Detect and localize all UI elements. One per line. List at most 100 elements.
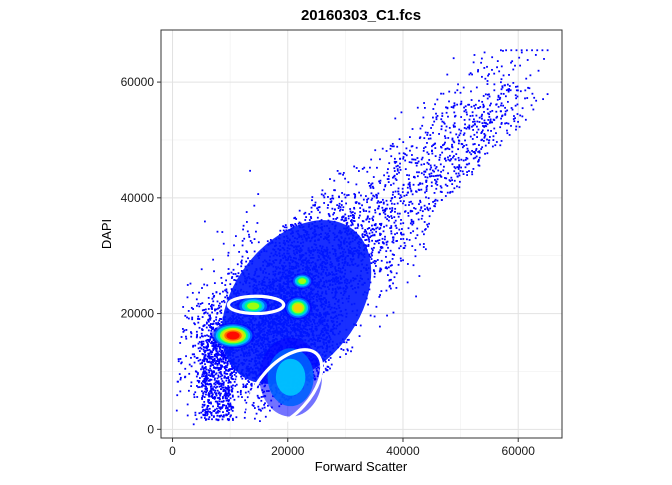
data-point xyxy=(441,187,443,189)
data-point xyxy=(506,110,508,112)
data-point xyxy=(405,210,407,212)
data-point xyxy=(517,104,519,106)
data-point xyxy=(192,346,194,348)
data-point xyxy=(423,147,425,149)
data-point xyxy=(474,54,476,56)
data-point xyxy=(269,410,271,412)
data-point xyxy=(241,378,243,380)
data-point xyxy=(403,184,405,186)
data-point xyxy=(179,342,181,344)
data-point xyxy=(512,109,514,111)
data-point xyxy=(458,143,460,145)
data-point xyxy=(238,251,240,253)
data-point xyxy=(207,319,209,321)
data-point xyxy=(478,107,480,109)
data-point xyxy=(213,270,215,272)
data-point xyxy=(387,168,389,170)
data-point xyxy=(486,152,488,154)
data-point xyxy=(427,162,429,164)
data-point xyxy=(435,155,437,157)
data-point xyxy=(531,104,533,106)
data-point xyxy=(446,185,448,187)
data-point xyxy=(386,225,388,227)
data-point xyxy=(317,217,319,219)
data-point xyxy=(417,107,419,109)
data-point xyxy=(374,316,376,318)
data-point xyxy=(384,236,386,238)
data-point xyxy=(435,175,437,177)
data-point xyxy=(398,216,400,218)
data-point xyxy=(194,345,196,347)
data-point xyxy=(368,245,370,247)
data-point xyxy=(452,163,454,165)
data-point xyxy=(487,119,489,121)
data-point xyxy=(374,149,376,151)
data-point xyxy=(246,211,248,213)
data-point xyxy=(419,244,421,246)
data-point xyxy=(210,363,212,365)
data-point xyxy=(382,209,384,211)
data-point xyxy=(226,288,228,290)
data-point xyxy=(224,296,226,298)
data-point xyxy=(415,208,417,210)
data-point xyxy=(401,111,403,113)
data-point xyxy=(206,284,208,286)
data-point xyxy=(247,230,249,232)
data-point xyxy=(451,106,453,108)
data-point xyxy=(385,250,387,252)
data-point xyxy=(527,59,529,61)
data-point xyxy=(190,336,192,338)
data-point xyxy=(240,393,242,395)
data-point xyxy=(217,308,219,310)
data-point xyxy=(212,259,214,261)
data-point xyxy=(460,103,462,105)
data-point xyxy=(252,404,254,406)
data-point xyxy=(406,238,408,240)
data-point xyxy=(428,223,430,225)
data-point xyxy=(480,132,482,134)
data-point xyxy=(221,231,223,233)
data-point xyxy=(238,396,240,398)
data-point xyxy=(381,223,383,225)
data-point xyxy=(418,219,420,221)
data-point xyxy=(464,127,466,129)
data-point xyxy=(466,158,468,160)
data-point xyxy=(434,203,436,205)
data-point xyxy=(471,99,473,101)
data-point xyxy=(255,231,257,233)
data-point xyxy=(501,123,503,125)
data-point xyxy=(428,159,430,161)
data-point xyxy=(489,136,491,138)
data-point xyxy=(415,159,417,161)
data-point xyxy=(460,130,462,132)
data-point xyxy=(412,128,414,130)
data-point xyxy=(198,305,200,307)
data-point xyxy=(427,132,429,134)
data-point xyxy=(240,376,242,378)
data-point xyxy=(197,372,199,374)
data-point xyxy=(216,348,218,350)
data-point xyxy=(411,146,413,148)
data-point xyxy=(393,216,395,218)
data-point xyxy=(499,126,501,128)
data-point xyxy=(369,167,371,169)
data-point xyxy=(474,123,476,125)
data-point xyxy=(233,269,235,271)
data-point xyxy=(398,229,400,231)
data-point xyxy=(191,317,193,319)
data-point xyxy=(418,161,420,163)
data-point xyxy=(369,206,371,208)
data-point xyxy=(532,93,534,95)
data-point xyxy=(388,280,390,282)
data-point xyxy=(481,101,483,103)
data-point xyxy=(476,148,478,150)
data-point xyxy=(491,110,493,112)
data-point xyxy=(196,298,198,300)
data-point xyxy=(390,211,392,213)
data-point xyxy=(374,273,376,275)
data-point xyxy=(488,73,490,75)
data-point xyxy=(223,243,225,245)
data-point xyxy=(413,184,415,186)
data-point xyxy=(452,191,454,193)
data-point xyxy=(436,116,438,118)
